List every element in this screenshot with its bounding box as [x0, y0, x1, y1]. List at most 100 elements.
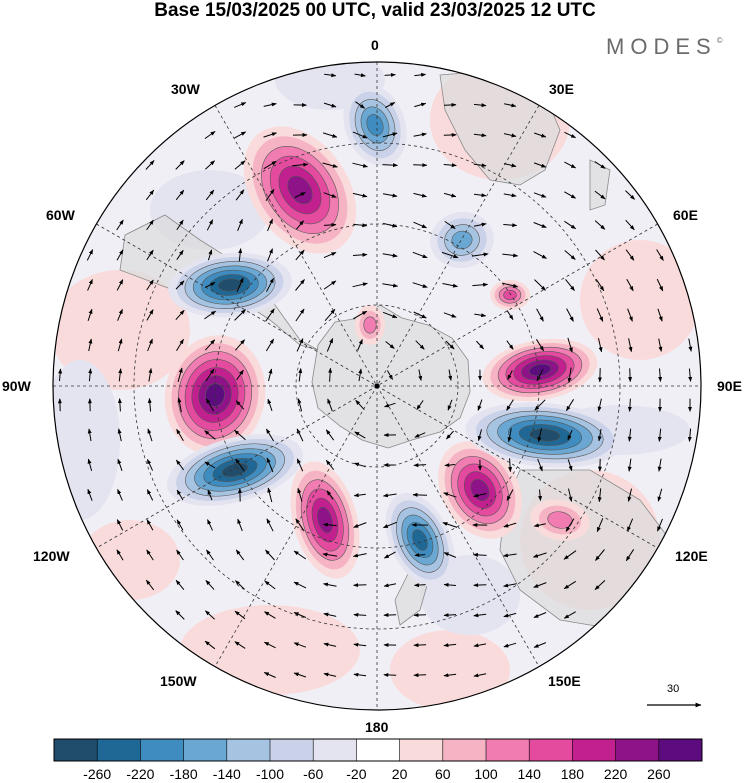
wind-arrow [323, 642, 337, 647]
wind-arrow [205, 189, 215, 201]
wind-arrow [506, 399, 514, 411]
wind-arrow [175, 610, 185, 620]
colorbar-swatch [442, 739, 487, 761]
colorbar-tick-label: -180 [169, 766, 198, 782]
wind-arrow [205, 160, 215, 170]
wind-arrow [382, 311, 398, 319]
wind-arrow [473, 193, 487, 198]
wind-arrow [688, 368, 693, 382]
colorbar-swatch [529, 739, 573, 761]
colorbar-tick-label: 260 [647, 766, 671, 782]
wind-arrow [413, 221, 427, 229]
wind-arrow [473, 673, 487, 678]
wind-arrow [443, 613, 457, 618]
wind-arrow [564, 220, 577, 230]
wind-arrow [88, 338, 93, 352]
wind-arrow [148, 368, 153, 382]
wind-arrow [265, 549, 275, 561]
cell-pos-pole [355, 305, 385, 345]
wind-arrow [234, 131, 247, 139]
label-lon-60w: 60W [46, 207, 75, 223]
wind-arrow [146, 519, 154, 531]
wind-arrow [443, 492, 457, 498]
colorbar-swatch [140, 739, 184, 761]
label-lon-0: 0 [371, 37, 379, 53]
label-lon-150e: 150E [548, 673, 581, 689]
wind-arrow [413, 463, 427, 468]
wind-arrow [117, 308, 123, 321]
wind-arrow [86, 249, 94, 261]
wind-arrow [628, 338, 633, 353]
colorbar-border [53, 738, 703, 762]
wind-arrow [508, 458, 513, 473]
wind-arrow [506, 340, 514, 350]
wind-arrow [352, 131, 368, 139]
colorbar-swatch [658, 739, 703, 761]
wind-arrow [447, 399, 453, 411]
wind-arrow [355, 399, 365, 411]
wind-arrow [116, 219, 124, 231]
wind-arrow [445, 340, 455, 350]
wind-arrow [534, 279, 546, 291]
wind-arrow [506, 489, 514, 501]
wind-arrow [325, 429, 335, 441]
wind-arrow [506, 310, 514, 321]
colorbar-swatch [97, 739, 141, 761]
wind-arrow [87, 278, 93, 291]
cell-neg-new-zealand [385, 492, 455, 588]
wind-arrow [413, 583, 426, 588]
label-lon-120e: 120E [675, 548, 708, 564]
wind-arrow [205, 610, 215, 620]
wind-arrow [326, 490, 334, 500]
cell-neg-south-indian-band-6 [529, 428, 561, 442]
wind-arrow [293, 642, 307, 648]
wind-arrow [385, 102, 396, 108]
wind-arrow [502, 282, 519, 288]
wind-arrow [298, 368, 303, 382]
wind-arrow [263, 132, 277, 138]
colorbar-swatch [356, 739, 400, 761]
wind-arrow [117, 398, 122, 412]
wind-arrow [441, 251, 459, 259]
wind-arrow [264, 580, 276, 590]
wind-arrow [413, 673, 427, 678]
wind-arrow [384, 72, 396, 77]
wind-arrow [413, 613, 427, 618]
wind-arrow [204, 130, 216, 140]
wind-arrow [235, 400, 245, 410]
wind-arrow [503, 193, 517, 198]
wind-arrow [175, 309, 185, 321]
wind-arrow [382, 253, 398, 258]
wind-arrow [87, 428, 92, 442]
wind-arrow [598, 338, 603, 353]
colorbar-swatch [183, 739, 228, 761]
wind-arrow [296, 220, 304, 230]
wind-arrow [503, 583, 517, 588]
wind-arrow [204, 430, 216, 440]
label-lon-90e: 90E [717, 378, 742, 394]
wind-arrow [473, 583, 487, 588]
wind-arrow [535, 339, 545, 352]
wind-arrow [416, 400, 424, 411]
wind-arrow [534, 132, 547, 138]
wind-arrow [263, 641, 276, 649]
wind-arrow [443, 163, 457, 168]
wind-arrow [502, 253, 519, 258]
wind-arrow [595, 279, 605, 292]
wind-arrow [292, 162, 309, 167]
wind-arrow [658, 368, 663, 382]
wind-arrow [234, 160, 246, 170]
wind-arrow [207, 489, 213, 501]
wind-arrow [656, 249, 664, 261]
map-boundary [52, 61, 702, 711]
wind-arrow [263, 160, 277, 170]
wind-arrow [625, 549, 635, 562]
wind-arrow [594, 220, 606, 230]
colorbar [53, 738, 703, 762]
wind-arrow [382, 283, 399, 288]
wind-arrow [234, 102, 247, 108]
wind-arrow [473, 613, 487, 618]
colorbar-tick-label: 180 [560, 766, 585, 782]
cell-pos-indian-ocean-band-6 [528, 363, 552, 377]
